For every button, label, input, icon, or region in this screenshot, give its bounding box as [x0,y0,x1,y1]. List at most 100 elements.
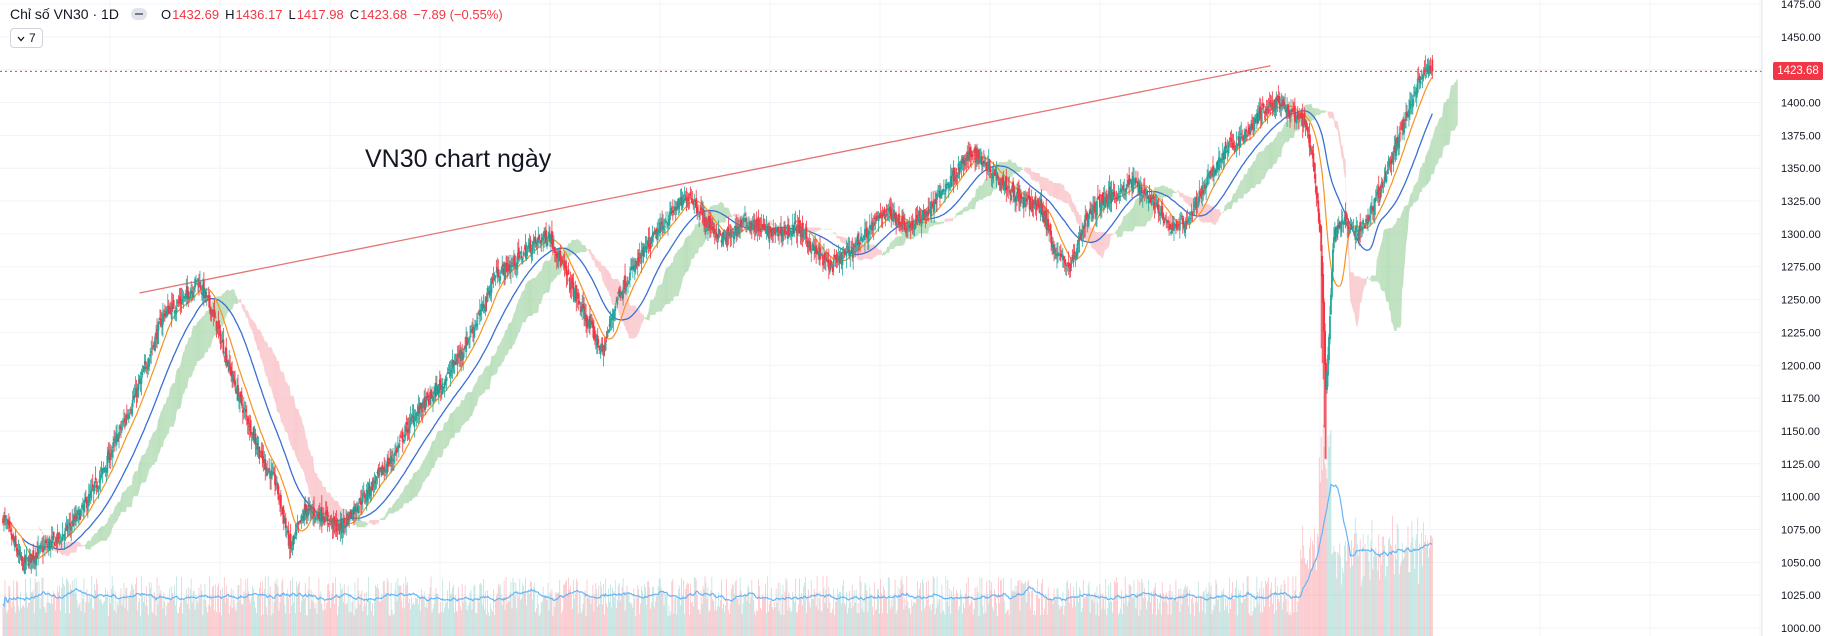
volume-bar [1199,595,1201,636]
candle-body [772,229,775,236]
candle-body [161,321,163,328]
candle-body [893,210,896,220]
volume-bar [227,594,229,636]
cloud-segment [74,541,76,553]
volume-bar [86,589,88,636]
volume-bar [1127,601,1129,636]
volume-bar [1131,596,1133,636]
volume-bar [776,602,778,636]
cloud-segment [442,424,444,455]
volume-bar [207,612,209,636]
volume-bar [906,576,908,636]
candle-body [783,229,785,232]
cloud-segment [640,313,642,328]
volume-bar [1129,584,1131,636]
candle-body [170,303,173,319]
candle-body [141,371,144,375]
volume-bar [482,604,484,636]
candle-body [544,233,546,236]
candle-body [641,247,644,254]
volume-bar [290,580,292,636]
cloud-segment [639,309,641,331]
candle-body [952,167,955,182]
cloud-segment [288,385,290,442]
cloud-segment [101,526,103,541]
cloud-segment [1092,227,1094,249]
volume-bar [310,589,312,636]
volume-bar [1113,600,1114,636]
volume-bar [115,612,117,636]
volume-bar [863,611,865,636]
candle-body [565,265,568,276]
candle-body [248,422,251,431]
volume-bar [1279,588,1281,636]
candle-body [21,557,24,562]
volume-bar [691,601,693,636]
cloud-segment [1441,116,1443,158]
volume-bar [902,584,904,636]
cloud-segment [105,523,107,541]
volume-bar [49,603,51,636]
candle-body [351,516,353,519]
volume-bar [841,603,842,636]
cloud-segment [545,260,547,294]
cloud-segment [1370,275,1372,282]
volume-bar [580,612,582,636]
volume-bar [1220,595,1222,636]
cloud-segment [548,260,549,293]
volume-bar [295,612,296,636]
candle-body [897,217,899,223]
candle-body [895,213,897,224]
volume-bar [1396,523,1398,636]
cloud-segment [366,522,368,526]
cloud-segment [482,370,484,394]
volume-bar [707,587,709,636]
cloud-segment [501,338,503,366]
volume-bar [1239,590,1241,636]
candle-body [635,261,638,263]
cloud-segment [1212,206,1213,225]
volume-bar [499,584,501,636]
volume-bar [1297,601,1299,636]
cloud-segment [972,197,974,210]
cloud-segment [1355,276,1357,326]
candle-body [435,386,438,395]
cloud-segment [666,267,668,304]
volume-bar [51,595,53,636]
candle-body [42,548,44,553]
candle-body [765,226,768,234]
ma-fast-line [2,76,1433,560]
volume-bar [1419,543,1421,636]
cloud-segment [1261,150,1263,180]
cloud-segment [727,207,729,218]
volume-bar [70,589,72,636]
volume-bar [1378,534,1380,636]
candle-body [950,177,953,179]
cloud-segment [1451,85,1453,131]
candle-body [345,517,348,528]
cloud-segment [982,181,984,200]
volume-bar [488,612,489,636]
volume-bar [486,614,487,636]
volume-bar [1339,543,1341,636]
cloud-segment [254,322,256,342]
volume-bar [32,589,34,636]
volume-bar [905,605,907,636]
volume-bar [696,594,698,636]
volume-bar [103,602,104,636]
cloud-segment [1397,217,1399,328]
cloud-segment [813,227,815,232]
candle-body [889,206,892,214]
cloud-segment [1371,275,1373,282]
candle-body [828,262,831,273]
cloud-segment [1250,165,1251,191]
cloud-segment [186,343,188,389]
volume-bar [112,585,114,636]
candle-body [856,237,858,242]
volume-bar [579,595,581,636]
volume-bar [984,593,986,636]
candle-body [638,252,641,259]
volume-bar [225,585,227,636]
candle-body [816,250,819,254]
